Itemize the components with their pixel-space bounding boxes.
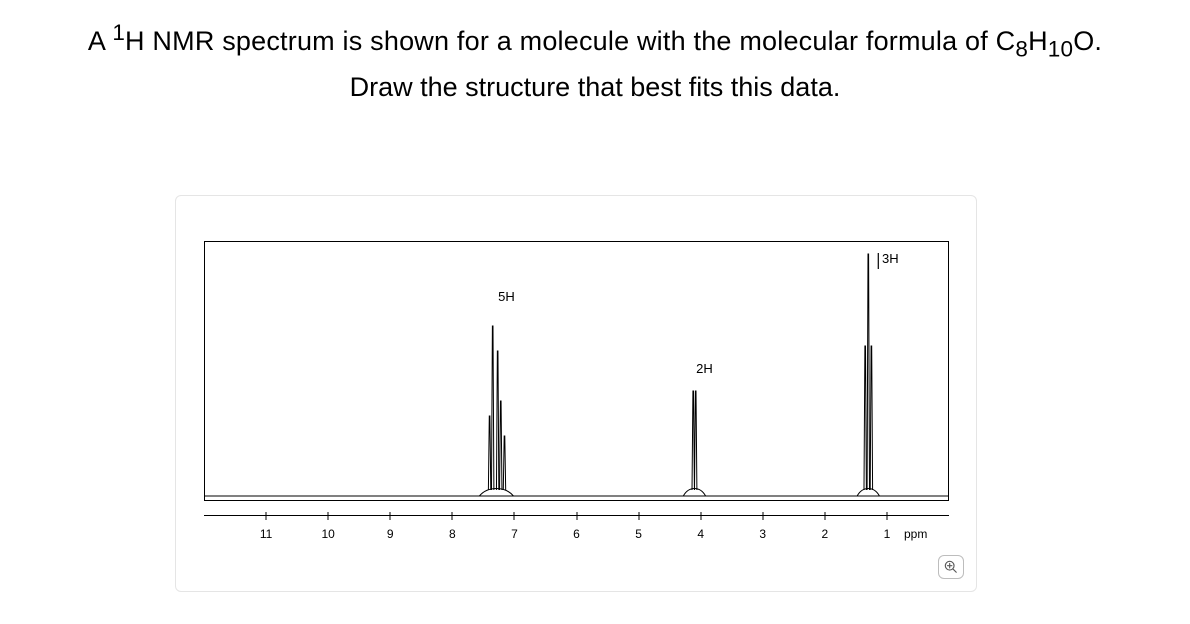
axis-tick (700, 512, 701, 520)
peak-group (683, 391, 705, 496)
axis-tick-label: 6 (573, 527, 580, 541)
axis-tick-label: 8 (449, 527, 456, 541)
title-sup-1: 1 (112, 20, 125, 45)
axis-tick (638, 512, 639, 520)
title-text: O. (1073, 26, 1102, 56)
axis-unit-label: ppm (904, 527, 927, 541)
axis-tick (452, 512, 453, 520)
title-text: H NMR spectrum is shown for a molecule w… (125, 26, 1015, 56)
spectrum-peaks (204, 241, 949, 501)
axis-tick-label: 7 (511, 527, 518, 541)
axis-tick-label: 4 (697, 527, 704, 541)
axis-tick-label: 2 (821, 527, 828, 541)
zoom-in-button[interactable] (938, 555, 964, 579)
axis-tick (328, 512, 329, 520)
title-line-2: Draw the structure that best fits this d… (0, 69, 1190, 105)
peak-group (857, 254, 879, 496)
nmr-spectrum: ppm 11 10 9 8 7 6 5 4 3 2 1 5H 2H 3H (204, 241, 949, 541)
axis-tick (576, 512, 577, 520)
peak-group (479, 326, 513, 496)
axis-tick (762, 512, 763, 520)
axis-tick-label: 1 (884, 527, 891, 541)
spectrum-card: ppm 11 10 9 8 7 6 5 4 3 2 1 5H 2H 3H (175, 195, 977, 592)
axis-tick-label: 11 (260, 527, 272, 541)
zoom-in-icon (944, 560, 958, 574)
title-sub-10: 10 (1048, 36, 1073, 61)
title-line-1: A 1H NMR spectrum is shown for a molecul… (0, 18, 1190, 65)
integration-label: 3H (882, 251, 899, 266)
axis-tick-label: 9 (387, 527, 394, 541)
axis-tick (824, 512, 825, 520)
axis-tick-label: 10 (321, 527, 334, 541)
question-title: A 1H NMR spectrum is shown for a molecul… (0, 18, 1190, 105)
integration-label: 2H (696, 361, 713, 376)
axis-tick (266, 512, 267, 520)
title-sub-8: 8 (1015, 36, 1028, 61)
axis-tick-label: 5 (635, 527, 642, 541)
integration-label: 5H (498, 289, 515, 304)
spectrum-baseline (204, 500, 949, 501)
axis-tick (390, 512, 391, 520)
title-text: A (88, 26, 112, 56)
title-text: H (1028, 26, 1048, 56)
axis-tick (514, 512, 515, 520)
axis-tick-label: 3 (759, 527, 766, 541)
axis-tick (886, 512, 887, 520)
